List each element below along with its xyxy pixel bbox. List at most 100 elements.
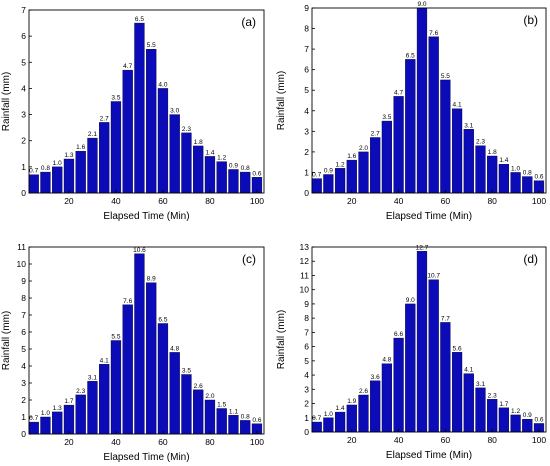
panel-d-bar-value-label: 1.9 (347, 398, 356, 405)
panel-a-bar (228, 169, 239, 194)
panel-a-x-tick-label: 40 (111, 196, 121, 206)
panel-d-bar-value-label: 0.9 (523, 412, 532, 419)
panel-d-bar (522, 418, 533, 433)
panel-c-bar (193, 389, 204, 435)
panel-d-bar (463, 373, 474, 433)
panel-d-bar-value-label: 2.6 (359, 388, 368, 395)
panel-c-x-tick-label: 80 (205, 437, 215, 447)
panel-b-bar (463, 129, 474, 194)
panel-d-bar-value-label: 4.8 (382, 357, 391, 364)
panel-a-plot-frame (28, 9, 265, 194)
panel-a-bar (87, 137, 98, 194)
panel-b-x-tick-label: 100 (532, 196, 546, 206)
panel-c-bar-value-label: 0.7 (29, 415, 38, 422)
panel-d-x-tick-label: 80 (487, 435, 497, 445)
panel-d-y-tick-label: 10 (300, 285, 310, 295)
panel-a-y-tick-label: 0 (21, 188, 26, 198)
panel-d-y-tick-label: 5 (304, 356, 309, 366)
panel-d-y-tick-label: 8 (304, 313, 309, 323)
panel-c-bar (146, 282, 157, 435)
panel-b-bar (498, 164, 510, 194)
panel-c-y-tick-label: 6 (21, 327, 26, 337)
panel-a-bar-value-label: 1.2 (217, 155, 226, 162)
panel-d-bar (334, 411, 346, 433)
panel-d-y-axis-label: Rainfall (mm) (276, 310, 287, 369)
panel-d-x-tick-label: 100 (532, 435, 546, 445)
panel-c-y-axis-label: Rainfall (mm) (1, 311, 12, 370)
panel-a-bar-value-label: 0.7 (29, 168, 38, 175)
panel-d-bar-value-label: 7.7 (441, 315, 450, 322)
panel-b-bar-value-label: 3.5 (382, 114, 391, 121)
panel-c-bar (63, 404, 75, 435)
panel-d-bar (428, 279, 439, 433)
panel-c-y-tick-label: 2 (21, 395, 26, 405)
chart-panel-a: 0.7 0.81.01.31.62.12.73.54.76.55.54.03.02… (1, 5, 265, 222)
panel-c-bar-value-label: 0.8 (241, 413, 250, 420)
panel-b-bar-value-label: 4.1 (453, 102, 462, 109)
panel-a-bar-value-label: 0.6 (252, 170, 261, 177)
panel-c-bar-value-label: 1.3 (53, 405, 62, 412)
panel-d-bar (510, 414, 521, 433)
panel-d-y-tick-label: 13 (300, 242, 310, 252)
panel-d-bar (416, 251, 428, 433)
panel-c-bar (87, 381, 98, 435)
panel-b-x-tick-label: 40 (394, 196, 404, 206)
panel-a-bar-value-label: 0.8 (241, 165, 250, 172)
panel-c-bar-value-label: 5.5 (111, 334, 120, 341)
panel-c-bar (52, 411, 63, 435)
panel-c-y-tick-label: 11 (17, 242, 26, 252)
panel-a-bar-value-label: 5.5 (147, 42, 156, 49)
panel-c-bar-value-label: 8.9 (147, 276, 156, 283)
panel-a-y-tick-label: 6 (21, 31, 26, 41)
panel-c-bar (134, 253, 145, 435)
panel-b-bar (428, 36, 439, 194)
panel-a-y-tick-label: 7 (21, 5, 26, 15)
panel-a-x-tick-label: 100 (250, 196, 264, 206)
panel-b-bar (487, 155, 498, 194)
panel-b-panel-label: (b) (523, 13, 538, 27)
panel-b-bar (405, 59, 416, 194)
panel-a-bar-value-label: 3.5 (111, 95, 120, 102)
panel-b-y-tick-label: 2 (304, 147, 309, 157)
panel-d-bar (498, 407, 510, 433)
panel-d-bar-value-label: 3.6 (371, 374, 380, 381)
panel-a-bar (75, 150, 86, 194)
panel-c-x-axis-label: Elapsed Time (Min) (103, 452, 189, 463)
panel-c-y-tick-label: 8 (21, 293, 26, 303)
panel-b-x-axis-label: Elapsed Time (Min) (386, 211, 472, 222)
panel-c-bar-value-label: 10.6 (133, 247, 146, 254)
panel-b-y-tick-label: 5 (304, 85, 309, 95)
panel-a-x-tick-label: 60 (158, 196, 168, 206)
panel-d-bar-value-label: 1.7 (499, 401, 508, 408)
panel-a-y-tick-label: 2 (21, 136, 26, 146)
panel-a-bar (99, 122, 110, 194)
panel-d-bar-value-label: 1.0 (324, 411, 333, 418)
panel-b-bar-value-label: 0.7 (312, 172, 321, 179)
panel-c-x-tick-label: 100 (250, 437, 264, 447)
panel-d-bar (381, 363, 393, 433)
panel-c-plot-frame (28, 246, 265, 435)
panel-c-bar (28, 421, 39, 435)
panel-a-panel-label: (a) (241, 15, 256, 29)
panel-b-bar (346, 159, 357, 194)
panel-d-panel-label: (d) (523, 252, 538, 266)
panel-c-bar-value-label: 0.6 (252, 417, 261, 424)
panel-a-bar-value-label: 1.8 (194, 139, 203, 146)
panel-b-y-tick-label: 0 (304, 188, 309, 198)
panel-d-bar (346, 404, 357, 433)
panel-c-bar (169, 352, 180, 435)
panel-d-bar (358, 394, 369, 433)
panel-d-bar (311, 421, 322, 433)
panel-c-bar (228, 415, 239, 435)
panel-c-y-tick-label: 10 (17, 259, 27, 269)
panel-a-bar (216, 161, 227, 194)
panel-a-y-tick-label: 5 (21, 57, 26, 67)
panel-d-bar-value-label: 9.0 (406, 297, 415, 304)
panel-c-y-tick-label: 1 (21, 412, 26, 422)
panel-d-bar (370, 380, 381, 433)
panel-b-bar-value-label: 7.6 (429, 30, 438, 37)
panel-a-y-tick-label: 3 (21, 110, 26, 120)
panel-b-bar (370, 137, 381, 194)
panel-c-bar (40, 416, 51, 435)
panel-a-bar-value-label: 1.6 (76, 144, 85, 151)
